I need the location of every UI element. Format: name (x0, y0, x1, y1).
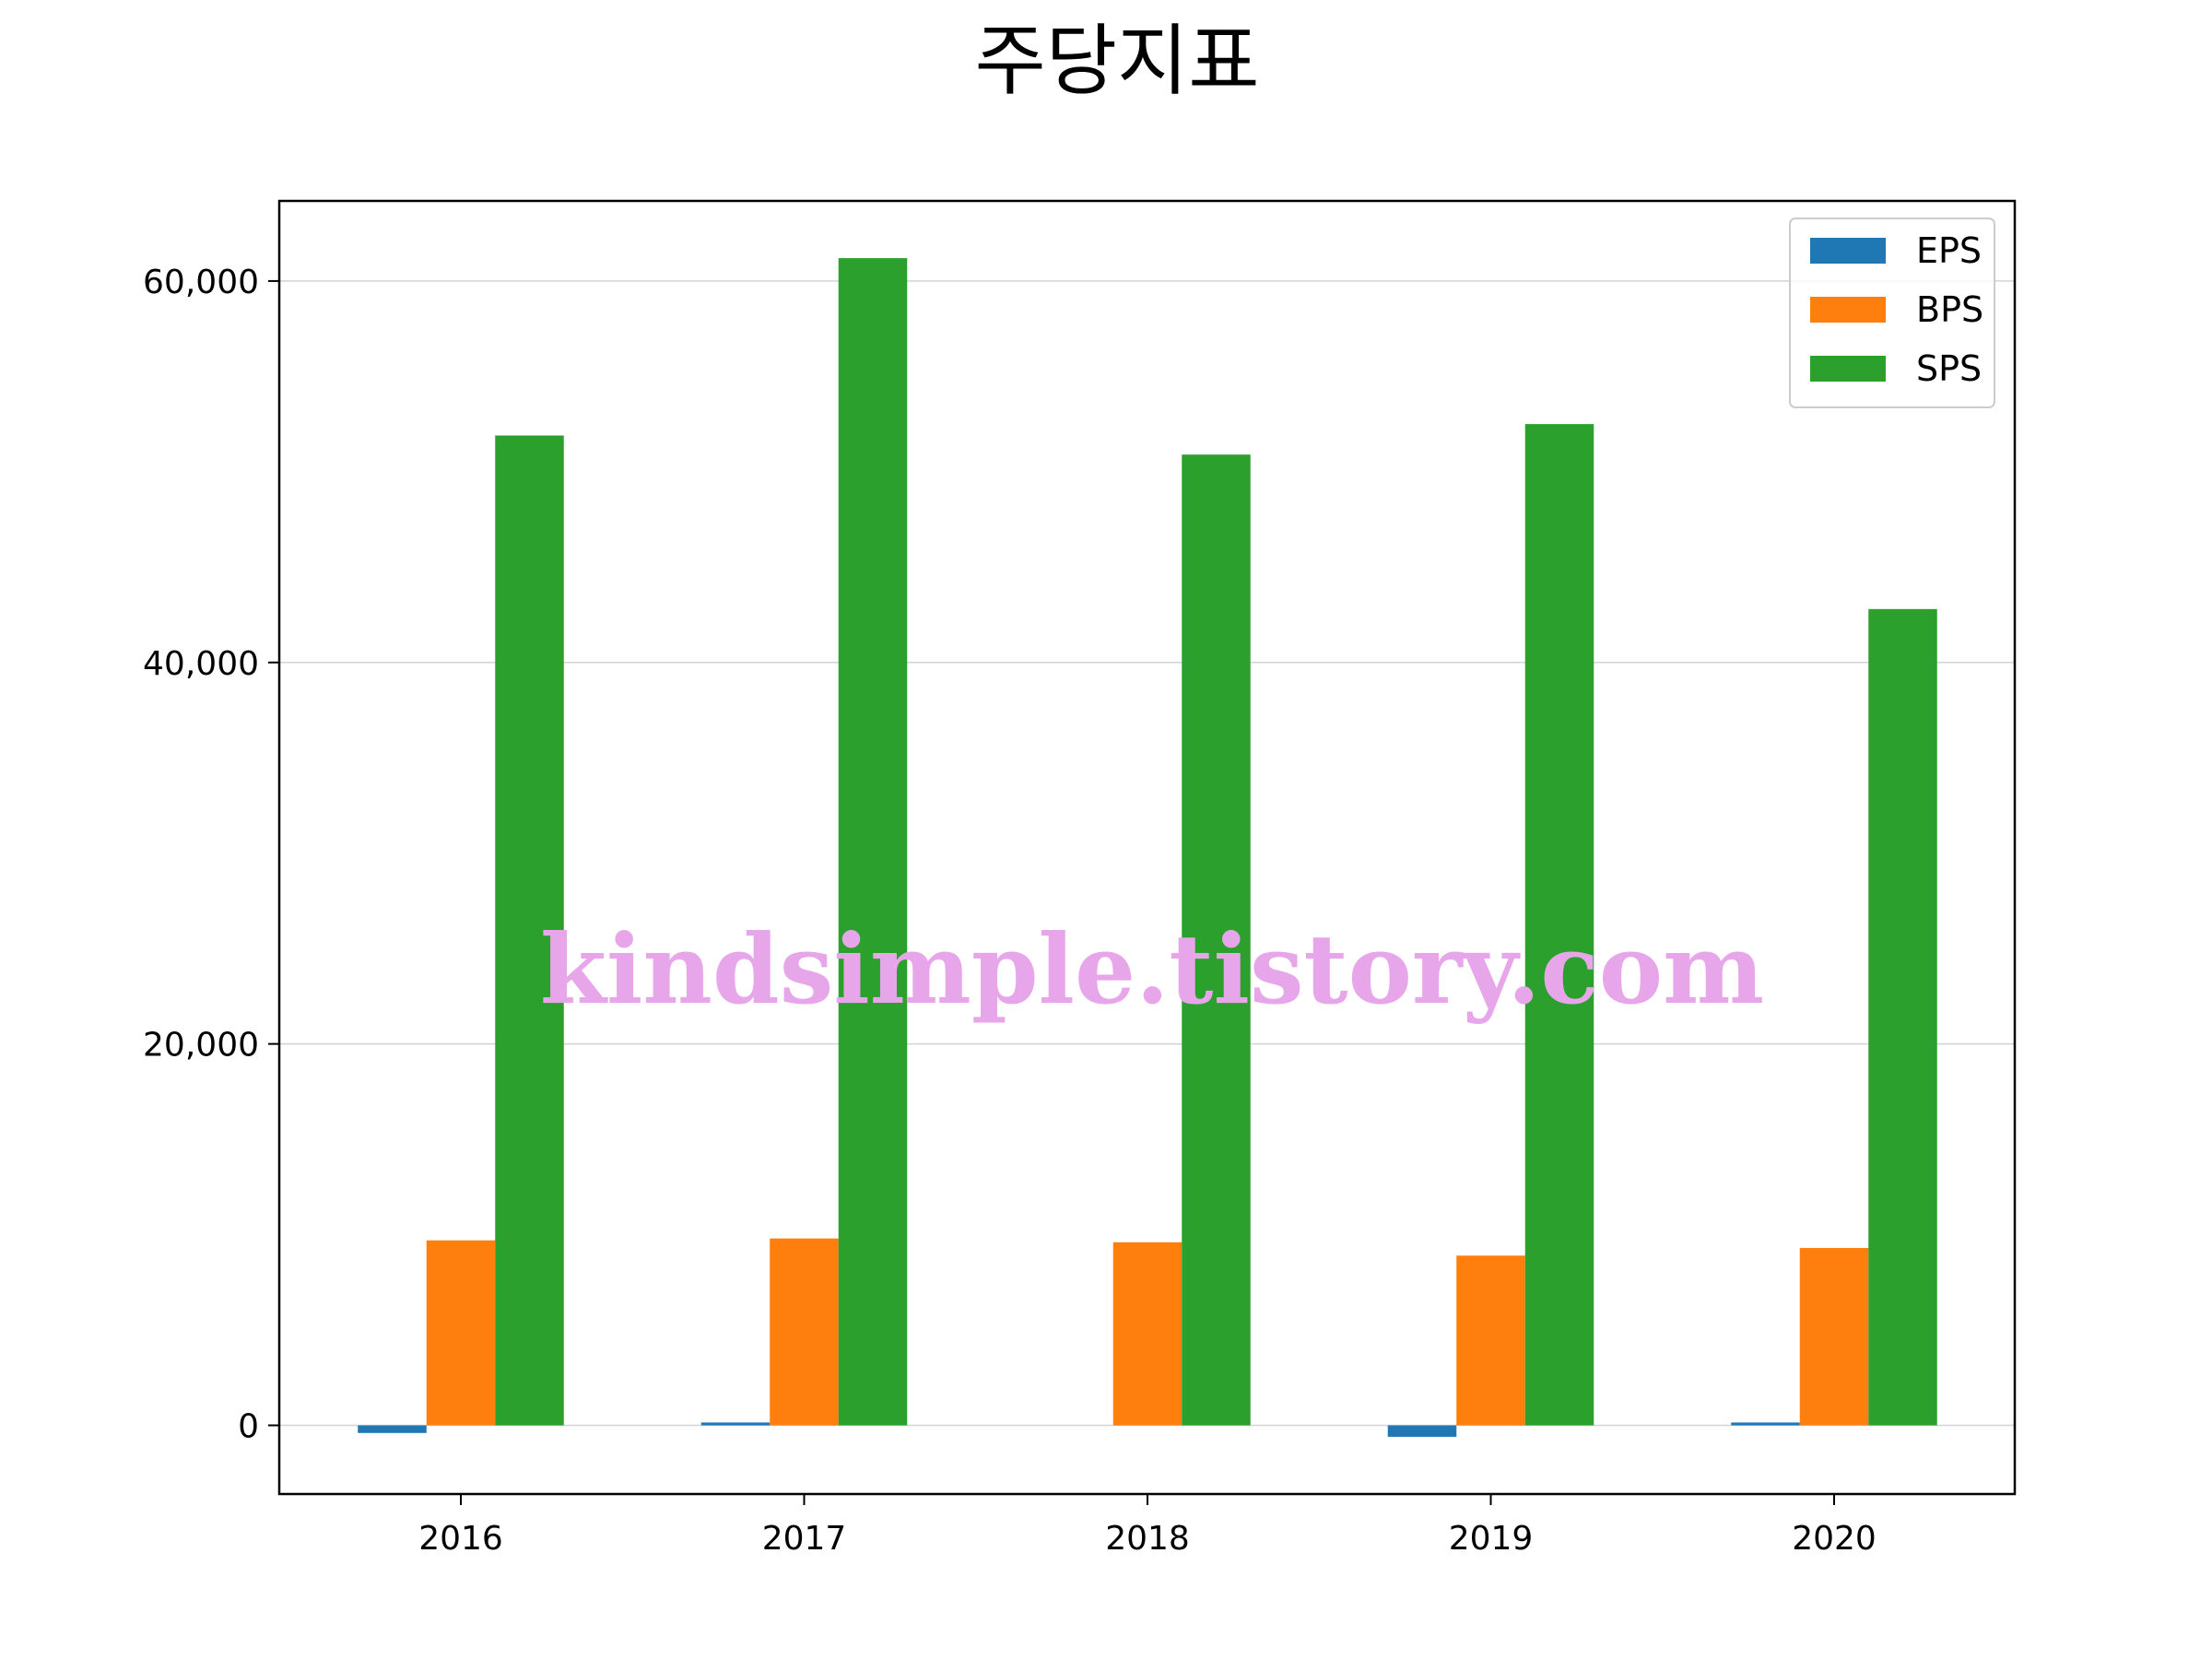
bar-bps-2017 (770, 1238, 839, 1426)
x-tick-label: 2019 (1449, 1520, 1534, 1558)
x-tick-label: 2017 (762, 1520, 847, 1558)
bar-sps-2019 (1524, 424, 1594, 1426)
x-tick-label: 2016 (418, 1520, 503, 1558)
legend-label-sps: SPS (1916, 348, 1982, 389)
legend-label-eps: EPS (1916, 230, 1982, 271)
y-tick-label: 40,000 (143, 645, 259, 683)
legend: EPS BPS SPS (1789, 218, 1995, 408)
y-tick-label: 20,000 (143, 1027, 259, 1065)
bar-eps-2017 (700, 1422, 771, 1426)
chart-title: 주당지표 (974, 16, 1259, 106)
x-tick-label: 2018 (1105, 1520, 1190, 1558)
bar-bps-2020 (1799, 1248, 1869, 1426)
bar-bps-2016 (426, 1240, 496, 1426)
legend-swatch-bps (1810, 297, 1886, 323)
legend-label-bps: BPS (1916, 289, 1983, 330)
bar-bps-2019 (1456, 1255, 1525, 1426)
x-axis: 2016 2017 2018 2019 2020 (418, 1494, 1877, 1558)
bars (358, 258, 1937, 1437)
bar-sps-2018 (1182, 454, 1251, 1426)
y-tick-label: 0 (238, 1408, 259, 1446)
bar-sps-2020 (1868, 608, 1937, 1426)
x-tick-label: 2020 (1792, 1520, 1877, 1558)
bar-sps-2017 (838, 258, 908, 1426)
y-tick-label: 60,000 (143, 264, 259, 301)
bar-eps-2020 (1731, 1422, 1800, 1426)
y-axis: 0 20,000 40,000 60,000 (143, 264, 279, 1446)
watermark-text: kindsimple.tistory.com (540, 912, 1764, 1026)
legend-swatch-eps (1810, 238, 1886, 264)
legend-swatch-sps (1810, 356, 1886, 382)
bar-sps-2016 (495, 435, 564, 1426)
bar-bps-2018 (1112, 1241, 1182, 1426)
bar-eps-2019 (1387, 1425, 1457, 1437)
bar-eps-2016 (358, 1425, 427, 1433)
